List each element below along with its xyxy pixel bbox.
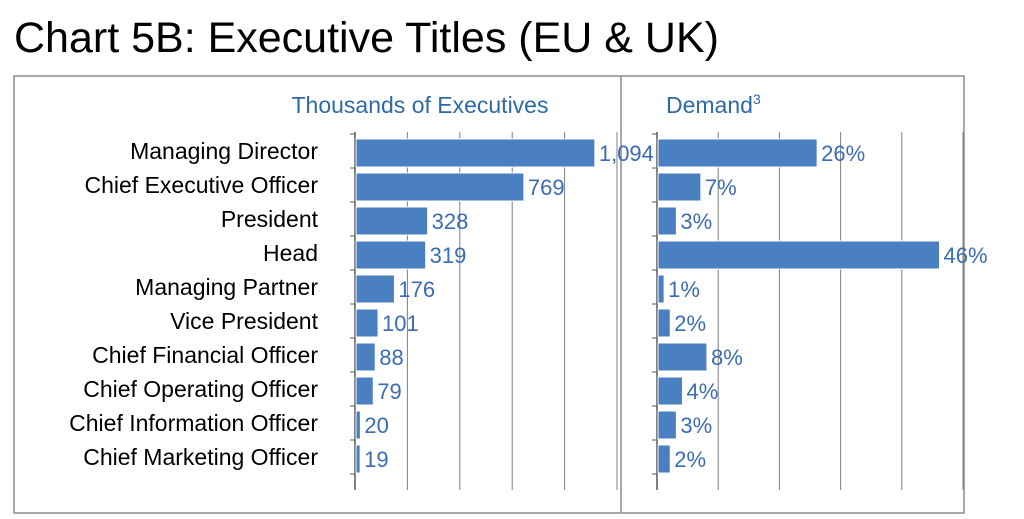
left-bars (355, 138, 596, 474)
right-value-label: 7% (705, 175, 737, 200)
right-value-labels: 26%7%3%46%1%2%8%4%3%2% (668, 141, 987, 472)
right-value-label: 1% (668, 277, 700, 302)
right-value-label: 4% (686, 379, 718, 404)
category-label: Head (263, 240, 318, 266)
right-value-label: 2% (674, 311, 706, 336)
right-value-label: 26% (821, 141, 865, 166)
chart-frame (13, 75, 965, 514)
category-label: Managing Partner (135, 274, 318, 300)
category-label: Chief Marketing Officer (83, 444, 318, 470)
category-label: Managing Director (130, 138, 318, 164)
right-bar (657, 240, 941, 270)
right-bar (657, 342, 708, 372)
left-bar (355, 444, 361, 474)
right-bar (657, 376, 683, 406)
left-value-label: 319 (430, 243, 467, 268)
left-value-label: 79 (377, 379, 401, 404)
right-panel-title-superscript: 3 (753, 91, 761, 107)
left-value-label: 101 (382, 311, 419, 336)
right-value-label: 3% (680, 413, 712, 438)
left-value-label: 19 (364, 447, 388, 472)
category-label: Vice President (170, 308, 318, 334)
left-bar (355, 308, 379, 338)
left-bar (355, 342, 376, 372)
right-gridlines (652, 132, 964, 490)
left-value-label: 88 (379, 345, 403, 370)
left-value-label: 1,094 (599, 141, 654, 166)
category-label: Chief Information Officer (69, 410, 318, 436)
left-bar (355, 240, 427, 270)
left-bar (355, 206, 429, 236)
right-bar (657, 274, 665, 304)
left-value-label: 328 (432, 209, 469, 234)
page-title: Chart 5B: Executive Titles (EU & UK) (14, 14, 719, 62)
right-panel-title-text: Demand (666, 92, 753, 118)
category-label: President (221, 206, 319, 232)
category-label: Chief Executive Officer (84, 172, 318, 198)
left-bar (355, 274, 395, 304)
left-panel-title: Thousands of Executives (292, 92, 549, 118)
right-value-label: 2% (674, 447, 706, 472)
right-value-label: 46% (944, 243, 988, 268)
right-bars (657, 138, 941, 474)
left-bar (355, 410, 361, 440)
left-value-labels: 1,094 769 328 319 176 101 88 79 20 19 (364, 141, 654, 472)
right-panel-title: Demand3 (666, 91, 761, 118)
right-bar (657, 410, 677, 440)
right-bar (657, 444, 671, 474)
left-bar (355, 376, 374, 406)
left-bar (355, 172, 525, 202)
left-bar (355, 138, 596, 168)
category-labels: Managing Director Chief Executive Officer… (69, 138, 318, 470)
right-bar (657, 308, 671, 338)
right-value-label: 8% (711, 345, 743, 370)
right-bar (657, 206, 677, 236)
left-value-label: 176 (398, 277, 435, 302)
category-label: Chief Financial Officer (92, 342, 318, 368)
left-value-label: 769 (528, 175, 565, 200)
right-bar (657, 138, 818, 168)
category-label: Chief Operating Officer (83, 376, 318, 402)
right-bar (657, 172, 702, 202)
right-value-label: 3% (680, 209, 712, 234)
left-value-label: 20 (364, 413, 388, 438)
